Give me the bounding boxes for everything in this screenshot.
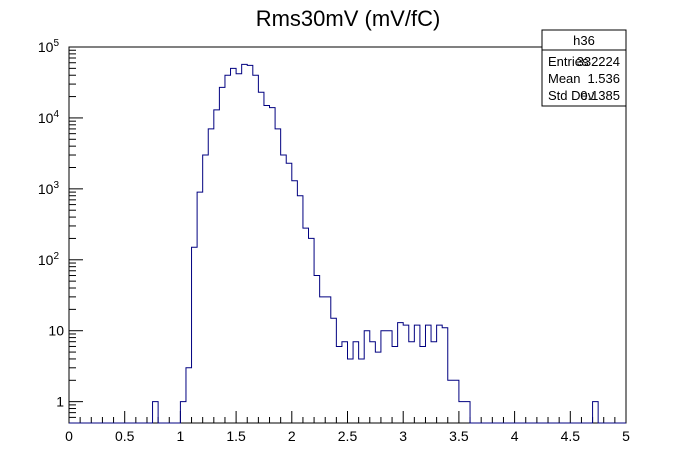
histogram-bin [359,359,365,423]
chart-title: Rms30mV (mV/fC) [256,6,441,31]
histogram-bin [320,297,326,423]
histogram-bin [431,342,437,423]
histogram-bin [231,68,237,423]
y-tick-label: 102 [38,251,60,268]
histogram-bin [342,342,348,423]
histogram-bin [448,380,454,423]
histogram-bin [593,402,599,423]
histogram-bin [392,346,398,423]
x-tick-label: 0.5 [115,428,135,444]
histogram-bin [297,196,303,423]
histogram-bin [281,155,287,423]
stats-box-frame [541,29,627,107]
histogram-bin [442,328,448,423]
histogram-line [69,63,626,424]
histogram-bin [348,359,354,423]
y-tick-label: 1 [56,394,64,410]
stats-box: h36 Entries 332224 Mean 1.536 Std Dev 0.… [541,29,627,107]
histogram-bin [353,342,359,423]
histogram-bin [242,64,248,423]
histogram-bin [275,129,281,423]
histogram-bin [236,74,242,423]
histogram-bin [331,318,337,423]
histogram-bin [197,192,203,423]
stats-stddev-label: Std Dev [548,88,595,103]
x-tick-label: 1 [177,428,185,444]
y-tick-label: 10 [48,323,64,339]
x-axis: 0 0.5 1 1.5 2 2.5 3 3.5 4 4.5 5 [65,411,630,444]
histogram-bin [258,92,264,423]
histogram-bin [464,402,470,423]
histogram-bin [325,297,331,423]
histogram-bin [375,352,381,423]
y-axis: 1 10 102 103 104 105 [38,38,83,424]
stats-entries-label: Entries [548,54,589,69]
x-tick-label: 3 [399,428,407,444]
histogram-bin [414,325,420,423]
histogram-bin [203,155,209,423]
histogram-bin [303,228,309,423]
y-tick-label: 105 [38,38,60,55]
x-tick-label: 3.5 [449,428,469,444]
histogram-bin [381,331,387,423]
stats-mean-label: Mean [548,71,581,86]
histogram-bin [409,342,415,423]
histogram-bin [453,380,459,423]
histogram-bin [192,247,198,423]
x-tick-label: 2 [288,428,296,444]
x-tick-label: 5 [622,428,630,444]
y-tick-label: 104 [38,109,60,126]
histogram-bin [186,368,192,423]
x-tick-label: 4 [511,428,519,444]
histogram-bin [247,65,253,423]
histogram-bin [286,163,292,423]
histogram-bin [219,87,225,423]
histogram-bin [403,325,409,423]
histogram-bin [153,402,159,423]
histogram-bin [425,325,431,423]
histogram-bin [264,105,270,423]
histogram-bin [292,181,298,423]
histogram-bin [364,331,370,423]
histogram-bin [314,276,320,423]
stats-stddev-value: 0.1385 [580,88,620,103]
x-tick-label: 2.5 [338,428,358,444]
histogram-bin [208,129,214,423]
histogram-bin [370,342,376,423]
histogram-bin [459,402,465,423]
histogram-bin [270,108,276,423]
histogram-bins [153,64,599,423]
histogram-bin [398,323,404,423]
x-tick-label: 4.5 [561,428,581,444]
histogram-bin [309,238,315,423]
histogram-bin [214,110,220,423]
stats-entries-value: 332224 [577,54,620,69]
x-tick-label: 0 [65,428,73,444]
stats-box-title: h36 [573,33,595,48]
histogram-bin [437,325,443,423]
histogram-bin [225,75,231,423]
histogram-bin [386,331,392,423]
y-tick-label: 103 [38,180,60,197]
histogram-bin [180,402,186,423]
histogram-bin [336,346,342,423]
stats-mean-value: 1.536 [587,71,620,86]
histogram-bin [253,75,259,423]
histogram-bin [420,346,426,423]
x-tick-label: 1.5 [226,428,246,444]
